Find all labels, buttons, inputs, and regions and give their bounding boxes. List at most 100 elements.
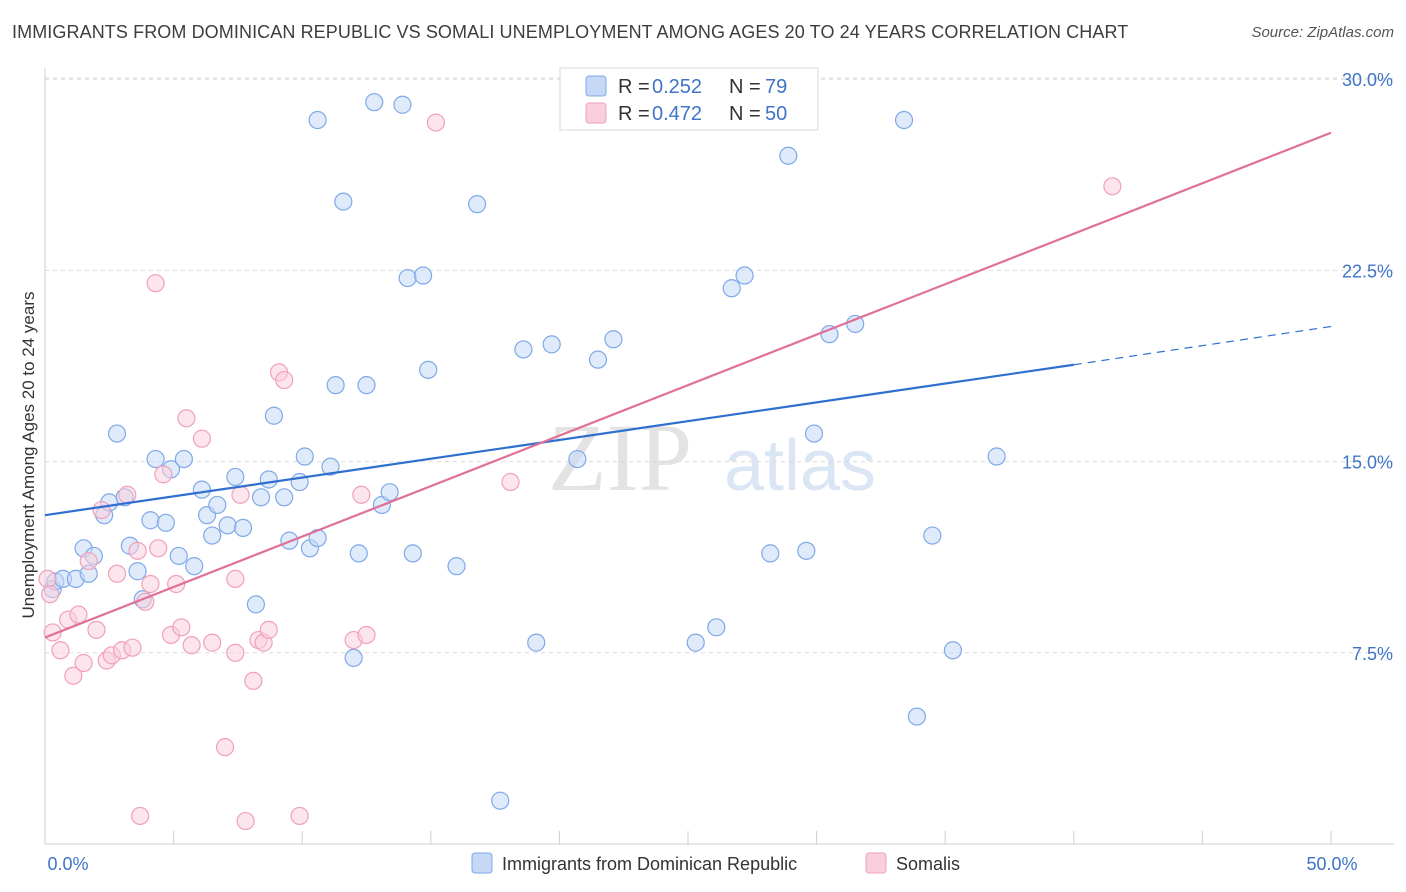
somali-point <box>107 564 127 583</box>
dominican-point <box>403 544 422 563</box>
dominican-point <box>208 495 227 515</box>
dominican-point <box>128 562 147 581</box>
dominican-point <box>923 526 942 545</box>
dominican-point <box>357 376 376 395</box>
somali-point <box>118 485 137 504</box>
dominican-point <box>735 266 754 285</box>
y-axis-title: Unemployment Among Ages 20 to 24 years <box>19 292 38 619</box>
dominican-point <box>604 330 623 349</box>
legend-swatch-pink <box>585 102 607 124</box>
somali-point <box>92 500 111 520</box>
legend-bottom: Immigrants from Dominican Republic Somal… <box>471 852 960 874</box>
somali-point <box>226 569 245 588</box>
somali-point <box>154 465 173 484</box>
dominican-point <box>987 447 1006 466</box>
dominican-point <box>393 95 412 114</box>
dominican-point <box>943 641 963 660</box>
somali-point <box>149 539 168 558</box>
dominican-point <box>568 449 587 469</box>
dominican-point <box>542 335 561 354</box>
dominican-point <box>398 268 417 288</box>
somali-point <box>259 620 278 639</box>
dominican-point <box>203 526 222 545</box>
dominican-point <box>344 648 363 668</box>
dominican-point <box>321 457 340 476</box>
legend-swatch-blue <box>585 75 607 97</box>
dominican-point <box>107 424 127 443</box>
series-dominican-points <box>43 80 1006 810</box>
dominican-trend-line <box>44 363 1074 517</box>
dominican-point <box>797 541 816 560</box>
somali-point <box>172 618 191 637</box>
somali-point <box>64 666 83 685</box>
dominican-point <box>326 376 345 395</box>
legend-n-value-pink: 50 <box>765 103 787 125</box>
somali-point <box>290 806 309 826</box>
dominican-point <box>141 511 160 530</box>
dominican-point <box>169 546 188 566</box>
dominican-point <box>295 447 314 466</box>
somali-point <box>501 472 520 492</box>
dominican-point <box>722 279 741 298</box>
somali-point <box>352 485 371 504</box>
somali-point <box>426 113 446 132</box>
dominican-point <box>380 483 399 502</box>
somali-point <box>192 429 211 448</box>
somali-point <box>51 641 70 660</box>
y-axis-tick-labels: 7.5% 15.0% 22.5% 30.0% <box>1342 70 1393 664</box>
somali-point <box>236 811 255 831</box>
chart-title: IMMIGRANTS FROM DOMINICAN REPUBLIC VS SO… <box>12 22 1129 42</box>
dominican-point <box>246 595 266 614</box>
dominican-point <box>779 146 798 165</box>
dominican-point <box>707 618 726 637</box>
dominican-point <box>251 488 271 507</box>
legend-r-value-blue: 0.252 <box>652 76 702 98</box>
dominican-point <box>334 192 353 211</box>
somali-point <box>69 605 88 624</box>
dominican-point <box>259 470 278 489</box>
somali-point <box>79 551 98 571</box>
legend-bottom-swatch-pink <box>865 852 887 874</box>
x-tick-label-max: 50.0% <box>1306 854 1357 874</box>
dominican-point <box>804 424 824 443</box>
dominican-point <box>491 791 510 810</box>
dominican-point <box>174 449 193 469</box>
somali-point <box>1103 177 1122 196</box>
dominican-point <box>447 557 466 576</box>
legend-n-label-blue: N = <box>729 76 761 98</box>
legend-r-label-blue: R = <box>618 76 650 98</box>
dominican-point <box>192 480 211 499</box>
y-tick-label: 22.5% <box>1342 261 1393 281</box>
somali-point <box>87 620 106 639</box>
dominican-point <box>588 350 608 369</box>
trend-lines <box>44 131 1332 639</box>
legend-n-value-blue: 79 <box>765 76 787 98</box>
dominican-point <box>185 557 204 576</box>
legend-top: R = 0.252 N = 79 R = 0.472 N = 50 <box>559 67 819 131</box>
dominican-point <box>146 449 165 469</box>
dominican-point <box>467 195 487 214</box>
dominican-point <box>365 93 384 112</box>
somali-point <box>141 574 160 594</box>
dominican-point <box>349 544 368 563</box>
dominican-point <box>514 340 533 359</box>
legend-n-label-pink: N = <box>729 103 761 125</box>
source-credit: Source: ZipAtlas.com <box>1251 24 1394 41</box>
dominican-point <box>308 110 327 130</box>
dominican-point <box>226 467 245 487</box>
dominican-point <box>761 544 780 563</box>
somali-trend-line <box>44 131 1332 639</box>
dominican-point <box>419 360 438 379</box>
somali-point <box>357 625 376 645</box>
legend-bottom-label-pink: Somalis <box>896 854 960 874</box>
legend-r-value-pink: 0.472 <box>652 103 702 125</box>
legend-bottom-label-blue: Immigrants from Dominican Republic <box>502 854 797 874</box>
somali-point <box>275 370 294 390</box>
somali-point <box>146 274 165 293</box>
somali-point <box>177 409 196 428</box>
somali-point <box>128 541 147 560</box>
legend-bottom-swatch-blue <box>471 852 493 874</box>
x-axis-ticks <box>44 831 1332 844</box>
x-tick-label-min: 0.0% <box>47 854 88 874</box>
